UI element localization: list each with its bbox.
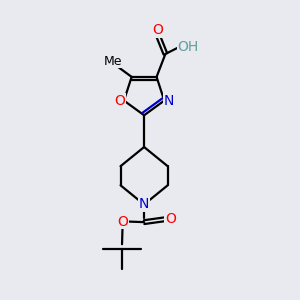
Text: O: O	[153, 23, 164, 38]
Text: OH: OH	[178, 40, 199, 55]
Text: N: N	[164, 94, 174, 108]
Text: O: O	[117, 214, 128, 229]
Text: Me: Me	[103, 55, 122, 68]
Text: N: N	[139, 197, 149, 212]
Text: O: O	[165, 212, 176, 226]
Text: O: O	[115, 94, 126, 108]
